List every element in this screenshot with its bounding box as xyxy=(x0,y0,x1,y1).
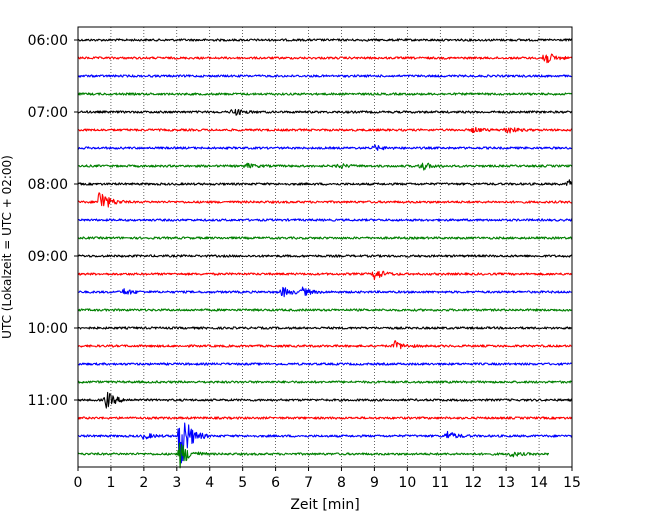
trace-1100 xyxy=(77,391,573,409)
trace-0615 xyxy=(77,53,573,64)
x-axis: 0 1 2 3 4 5 6 7 8 9 10 11 12 13 14 15 xyxy=(74,467,581,491)
trace-1130 xyxy=(77,422,573,464)
trace-1115 xyxy=(77,416,573,420)
trace-0630 xyxy=(77,74,573,78)
x-tick-label: 4 xyxy=(205,475,214,491)
trace-0945 xyxy=(77,308,573,312)
x-tick-label: 8 xyxy=(337,475,346,491)
x-tick-label: 12 xyxy=(464,475,482,491)
trace-0800 xyxy=(77,179,573,186)
trace-0645 xyxy=(77,92,573,96)
trace-0815 xyxy=(77,192,573,208)
trace-1045 xyxy=(77,380,573,384)
x-tick-label: 3 xyxy=(172,475,181,491)
x-axis-label: Zeit [min] xyxy=(290,497,359,513)
y-tick-label: 08:00 xyxy=(28,177,68,193)
plot-frame xyxy=(77,26,573,468)
y-axis: 06:00 07:00 08:00 09:00 10:00 11:00 xyxy=(28,33,78,409)
x-tick-label: 2 xyxy=(139,475,148,491)
x-tick-label: 13 xyxy=(497,475,515,491)
x-tick-label: 6 xyxy=(271,475,280,491)
trace-0845 xyxy=(77,236,573,240)
x-tick-label: 10 xyxy=(398,475,416,491)
x-tick-label: 9 xyxy=(370,475,379,491)
y-tick-label: 06:00 xyxy=(28,33,68,49)
x-tick-label: 14 xyxy=(530,475,548,491)
trace-0600 xyxy=(77,38,573,42)
y-axis-label: UTC (Lokalzeit = UTC + 02:00) xyxy=(0,155,14,339)
x-tick-label: 11 xyxy=(431,475,449,491)
x-tick-label: 15 xyxy=(563,475,581,491)
x-tick-label: 0 xyxy=(74,475,83,491)
trace-group xyxy=(77,38,573,469)
trace-1015 xyxy=(77,340,573,350)
trace-1145 xyxy=(77,442,550,469)
x-tick-label: 1 xyxy=(106,475,115,491)
x-tick-label: 7 xyxy=(304,475,313,491)
x-tick-label: 5 xyxy=(238,475,247,491)
trace-0830 xyxy=(77,218,573,222)
trace-0900 xyxy=(77,254,573,258)
trace-0930 xyxy=(77,286,573,298)
trace-1030 xyxy=(77,362,573,366)
vertical-grid xyxy=(110,27,540,467)
trace-0715 xyxy=(77,126,573,134)
y-tick-label: 09:00 xyxy=(28,249,68,265)
trace-0730 xyxy=(77,144,573,151)
y-tick-label: 10:00 xyxy=(28,321,68,337)
trace-1000 xyxy=(77,326,573,330)
trace-0700 xyxy=(77,108,573,116)
trace-0915 xyxy=(77,270,573,281)
trace-0745 xyxy=(77,162,573,171)
y-tick-label: 11:00 xyxy=(28,393,68,409)
y-tick-label: 07:00 xyxy=(28,105,68,121)
